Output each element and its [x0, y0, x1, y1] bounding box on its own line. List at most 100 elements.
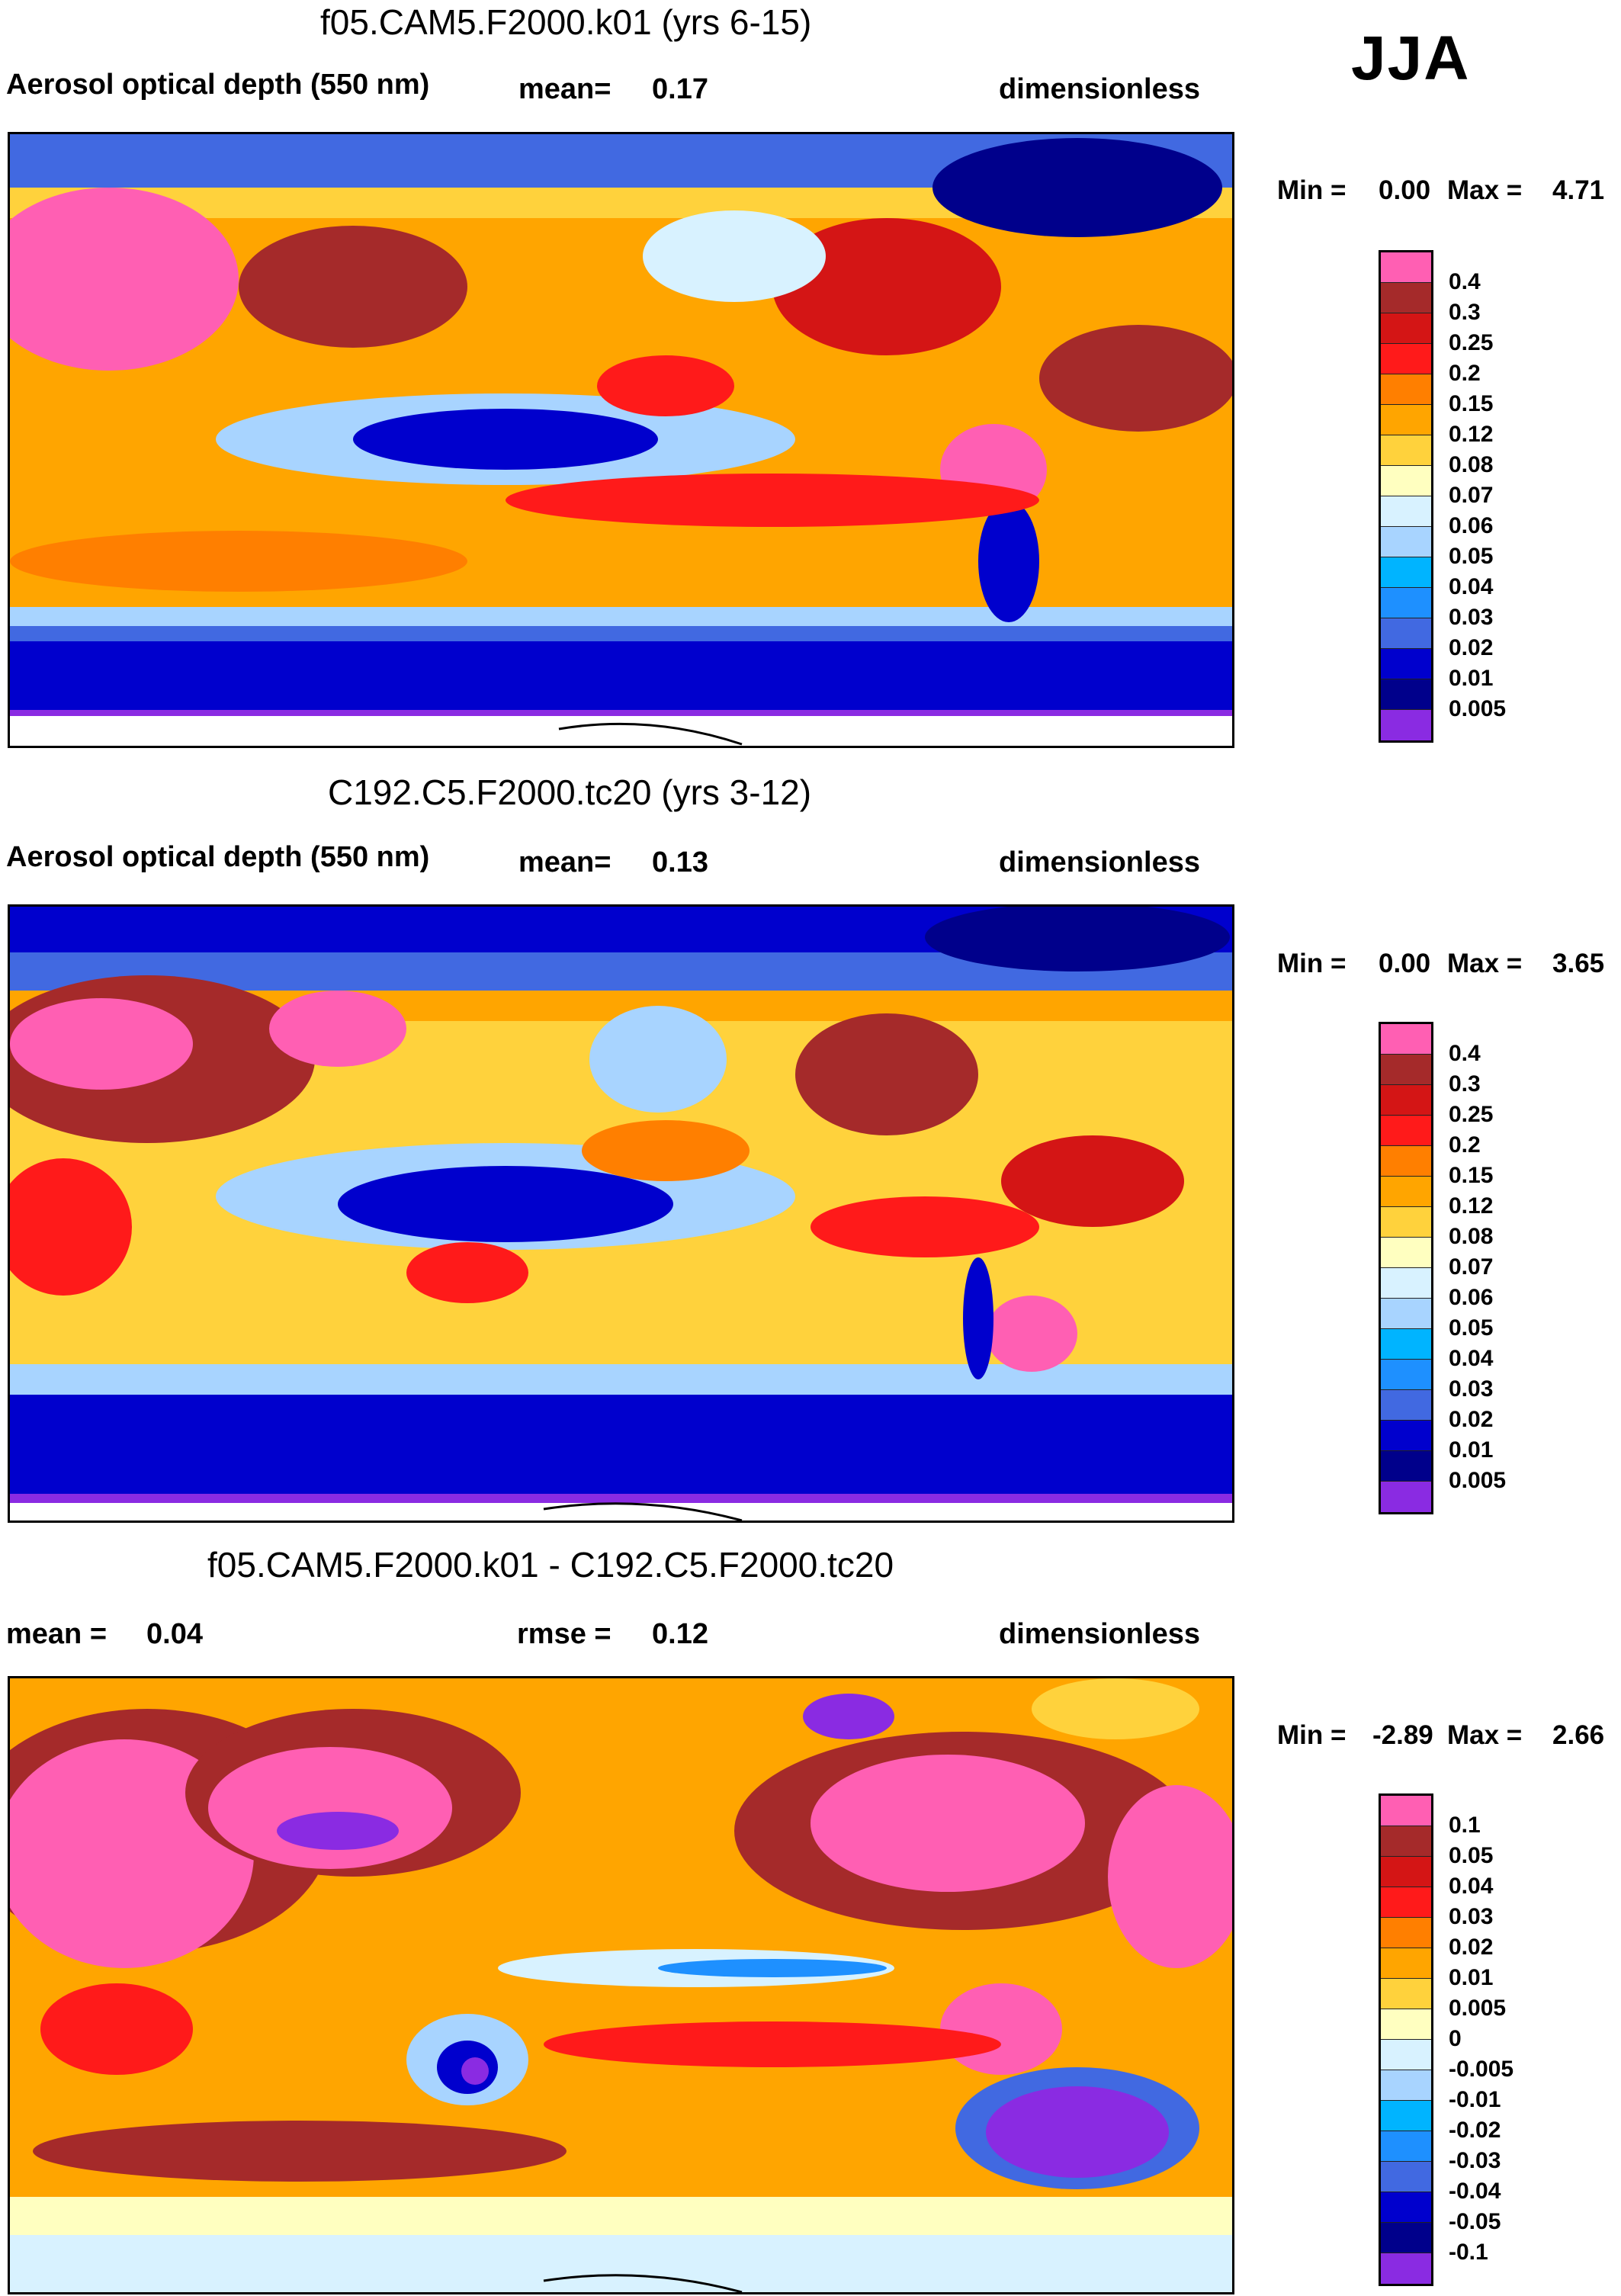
colorbar-tick-label: 0.08: [1449, 1224, 1494, 1249]
colorbar-tick-label: 0.01: [1449, 1437, 1494, 1463]
panel1-aod-field: [10, 134, 1232, 746]
colorbar-tick-label: 0.01: [1449, 1965, 1494, 1990]
colorbar-swatch: [1381, 1451, 1431, 1482]
colorbar-swatch: [1381, 1482, 1431, 1512]
panel3-mean-label: mean =: [6, 1618, 108, 1650]
colorbar-swatch: [1381, 2131, 1431, 2162]
colorbar-tick-label: 0.07: [1449, 1254, 1494, 1280]
colorbar-swatch: [1381, 1299, 1431, 1329]
colorbar-tick-label: 0.03: [1449, 1376, 1494, 1402]
panel2-aod-field: [10, 907, 1232, 1520]
panel3-difference-field: [10, 1678, 1232, 2292]
colorbar-tick-label: 0.01: [1449, 666, 1494, 691]
colorbar-swatch: [1381, 1116, 1431, 1146]
panel3-max-value: 2.66: [1552, 1720, 1605, 1750]
panel2-mean-label: mean=: [518, 846, 611, 878]
panel2-mean-value: 0.13: [652, 846, 708, 878]
panel1-map: [8, 132, 1234, 748]
colorbar-swatch: [1381, 2009, 1431, 2040]
panel3-title: f05.CAM5.F2000.k01 - C192.C5.F2000.tc20: [207, 1545, 894, 1585]
colorbar-swatch: [1381, 1421, 1431, 1451]
colorbar-swatch: [1381, 313, 1431, 344]
panel2-max-value: 3.65: [1552, 949, 1605, 978]
colorbar-swatch: [1381, 344, 1431, 374]
colorbar-swatch: [1381, 2070, 1431, 2101]
colorbar-swatch: [1381, 1918, 1431, 1948]
colorbar-swatch: [1381, 1329, 1431, 1360]
colorbar-tick-label: 0.02: [1449, 635, 1494, 660]
panel2-min-label: Min =: [1277, 949, 1347, 978]
colorbar-swatch: [1381, 1979, 1431, 2009]
panel3-min-label: Min =: [1277, 1720, 1347, 1750]
colorbar-swatch: [1381, 2192, 1431, 2223]
colorbar-swatch: [1381, 1238, 1431, 1268]
colorbar-swatch: [1381, 283, 1431, 313]
season-label: JJA: [1351, 24, 1471, 93]
panel2-variable-label: Aerosol optical depth (550 nm): [6, 841, 430, 873]
panel3-map: [8, 1676, 1234, 2294]
colorbar-swatch: [1381, 2101, 1431, 2131]
panel3-min-value: -2.89: [1372, 1720, 1433, 1750]
colorbar-tick-label: 0.03: [1449, 1904, 1494, 1929]
colorbar-tick-label: 0.04: [1449, 574, 1494, 599]
panel2-max-label: Max =: [1447, 949, 1523, 978]
colorbar-tick-label: 0: [1449, 2026, 1462, 2051]
colorbar-tick-label: -0.005: [1449, 2057, 1514, 2082]
colorbar-tick-label: -0.05: [1449, 2209, 1501, 2234]
colorbar-tick-label: 0.005: [1449, 1996, 1507, 2021]
panel3-units: dimensionless: [999, 1618, 1200, 1650]
colorbar-tick-label: 0.12: [1449, 1193, 1494, 1219]
panel1-mean-label: mean=: [518, 73, 611, 105]
colorbar-tick-label: 0.2: [1449, 1132, 1481, 1158]
panel3-rmse-label: rmse =: [517, 1618, 611, 1650]
colorbar-tick-label: 0.03: [1449, 605, 1494, 630]
panel1-units: dimensionless: [999, 73, 1200, 105]
panel2-units: dimensionless: [999, 846, 1200, 878]
colorbar-swatch: [1381, 1887, 1431, 1918]
colorbar-swatch: [1381, 1948, 1431, 1979]
colorbar-tick-label: 0.3: [1449, 300, 1481, 325]
colorbar-swatch: [1381, 496, 1431, 527]
colorbar-swatch: [1381, 527, 1431, 557]
colorbar-tick-label: 0.04: [1449, 1346, 1494, 1371]
colorbar-tick-label: 0.06: [1449, 1285, 1494, 1310]
colorbar-tick-label: 0.4: [1449, 269, 1481, 294]
colorbar-tick-label: 0.04: [1449, 1874, 1494, 1899]
colorbar-swatch: [1381, 1390, 1431, 1421]
panel1-colorbar: [1379, 250, 1433, 743]
colorbar-swatch: [1381, 557, 1431, 588]
colorbar-tick-label: 0.1: [1449, 1813, 1481, 1838]
colorbar-tick-label: -0.03: [1449, 2148, 1501, 2173]
colorbar-swatch: [1381, 618, 1431, 649]
colorbar-swatch: [1381, 466, 1431, 496]
colorbar-swatch: [1381, 1055, 1431, 1085]
colorbar-swatch: [1381, 2223, 1431, 2253]
colorbar-tick-label: 0.4: [1449, 1041, 1481, 1066]
colorbar-tick-label: 0.02: [1449, 1935, 1494, 1960]
panel1-variable-label: Aerosol optical depth (550 nm): [6, 69, 430, 101]
panel2-map: [8, 904, 1234, 1523]
panel1-max-label: Max =: [1447, 175, 1523, 205]
panel2-title: C192.C5.F2000.tc20 (yrs 3-12): [328, 772, 812, 812]
colorbar-tick-label: 0.15: [1449, 391, 1494, 416]
panel1-min-label: Min =: [1277, 175, 1347, 205]
colorbar-tick-label: 0.25: [1449, 330, 1494, 355]
colorbar-swatch: [1381, 2253, 1431, 2284]
colorbar-swatch: [1381, 1360, 1431, 1390]
colorbar-tick-label: -0.04: [1449, 2179, 1501, 2204]
colorbar-tick-label: 0.005: [1449, 1468, 1507, 1493]
panel1-min-value: 0.00: [1379, 175, 1431, 205]
colorbar-swatch: [1381, 649, 1431, 679]
panel3-rmse-value: 0.12: [652, 1618, 708, 1650]
panel3-colorbar: [1379, 1793, 1433, 2286]
colorbar-swatch: [1381, 1268, 1431, 1299]
colorbar-swatch: [1381, 252, 1431, 283]
colorbar-tick-label: 0.3: [1449, 1071, 1481, 1097]
colorbar-tick-label: 0.02: [1449, 1407, 1494, 1432]
colorbar-swatch: [1381, 588, 1431, 618]
colorbar-swatch: [1381, 710, 1431, 740]
colorbar-tick-label: 0.08: [1449, 452, 1494, 477]
colorbar-tick-label: 0.12: [1449, 422, 1494, 447]
colorbar-tick-label: -0.1: [1449, 2240, 1488, 2265]
colorbar-swatch: [1381, 1826, 1431, 1857]
